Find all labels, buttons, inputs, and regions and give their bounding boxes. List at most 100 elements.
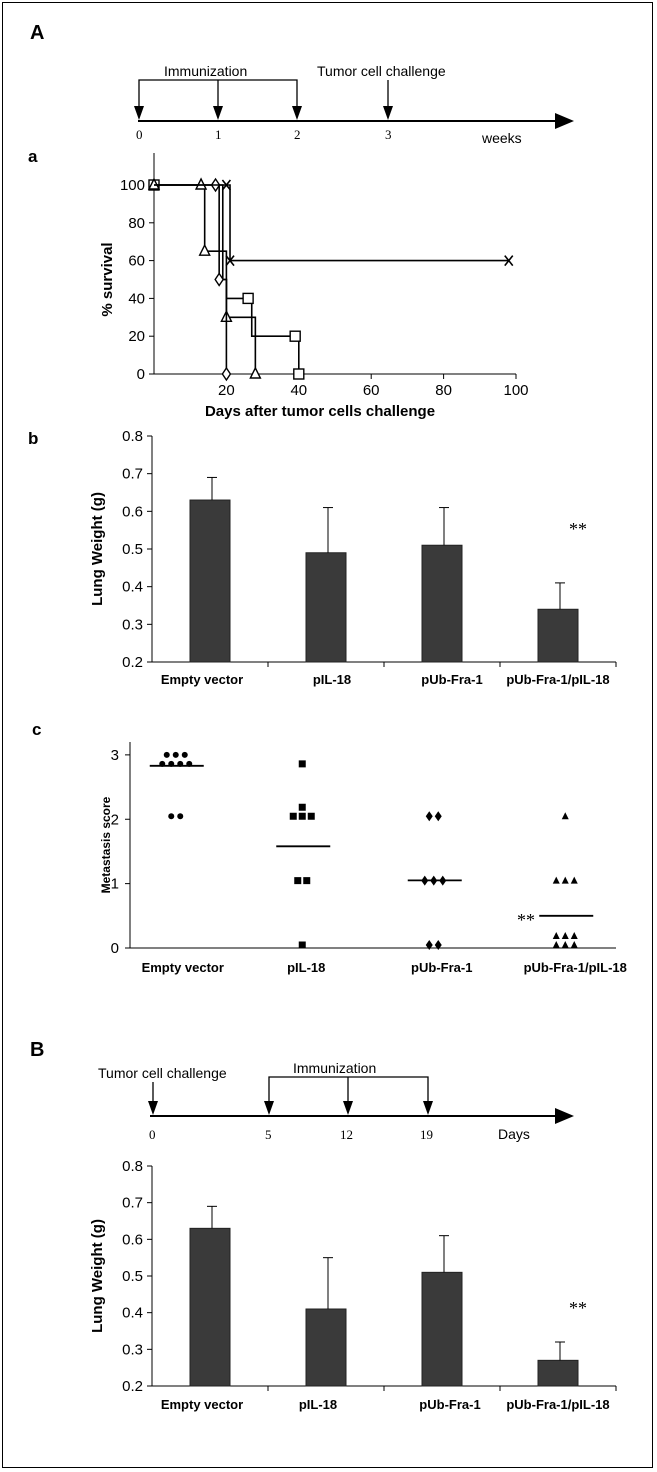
- timeline-B-tick-5: 5: [265, 1127, 272, 1142]
- score-point-circle: [172, 751, 179, 758]
- bar: [305, 1308, 347, 1387]
- timeline-A-label-challenge: Tumor cell challenge: [317, 63, 446, 79]
- y-tick-label: 0.5: [122, 1268, 143, 1285]
- category-label: Empty vector: [142, 960, 224, 975]
- survival-marker-diamond: [214, 272, 225, 287]
- panel-label-a: a: [28, 147, 38, 166]
- lung-weight-chart-b: 0.2 0.3 0.4 0.5 0.6 0.7 0.8 Empty vector pIL-18 p…: [89, 428, 617, 687]
- category-label: pIL-18: [287, 960, 325, 975]
- timeline-B: Tumor cell challenge Immunization 0 5 12…: [98, 1060, 574, 1142]
- timeline-A-tick-2: 2: [294, 127, 301, 142]
- y-axis-label: Lung Weight (g): [89, 1219, 106, 1333]
- bar: [189, 499, 231, 663]
- y-axis-label: Lung Weight (g): [89, 492, 106, 606]
- score-point-diamond: [434, 940, 442, 950]
- score-point-diamond: [425, 811, 433, 822]
- y-tick-label: 100: [120, 177, 145, 194]
- y-tick-label: 80: [128, 215, 145, 232]
- score-point-triangle: [570, 932, 578, 939]
- timeline-B-arrowhead: [555, 1108, 574, 1124]
- timeline-B-arrow-12: [343, 1101, 353, 1115]
- survival-marker-triangle: [147, 177, 161, 190]
- y-axis-label: % survival: [99, 242, 116, 316]
- survival-marker-x: [504, 255, 514, 267]
- y-tick-label: 60: [128, 253, 145, 270]
- bar: [305, 552, 347, 663]
- timeline-B-arrow-0: [148, 1101, 158, 1115]
- timeline-B-arrow-19: [423, 1101, 433, 1115]
- score-point-square: [307, 812, 315, 820]
- score-point-triangle: [570, 876, 578, 884]
- significance-annotation: **: [569, 1298, 587, 1318]
- score-point-circle: [168, 813, 175, 820]
- category-label: pUb-Fra-1: [411, 960, 472, 975]
- score-point-square: [298, 941, 306, 949]
- y-tick-label: 0: [111, 940, 119, 957]
- timeline-A-tick-0: 0: [136, 127, 143, 142]
- score-point-square: [298, 812, 306, 820]
- score-point-circle: [163, 751, 170, 758]
- bar: [189, 1227, 231, 1387]
- survival-marker-triangle: [198, 243, 211, 256]
- bar: [537, 608, 579, 663]
- score-point-triangle: [552, 941, 560, 948]
- score-point-triangle: [570, 941, 578, 948]
- category-label: Empty vector: [161, 1397, 243, 1412]
- bar: [421, 1271, 463, 1387]
- score-point-circle: [181, 751, 188, 758]
- y-tick-label: 0.6: [122, 503, 143, 520]
- survival-line-triangle: [154, 184, 257, 374]
- y-tick-label: 0.7: [122, 466, 143, 483]
- timeline-B-label-immunization: Immunization: [293, 1060, 376, 1076]
- y-tick-label: 0.4: [122, 579, 143, 596]
- y-tick-label: 0: [137, 366, 145, 383]
- score-point-triangle: [561, 876, 569, 884]
- timeline-B-tick-0: 0: [149, 1127, 156, 1142]
- score-point-diamond: [425, 940, 433, 950]
- survival-marker-triangle: [194, 177, 208, 190]
- y-tick-label: 0.4: [122, 1305, 143, 1322]
- category-label: pUb-Fra-1/pIL-18: [506, 672, 609, 687]
- y-tick-label: 0.8: [122, 428, 143, 445]
- timeline-A-tick-1: 1: [215, 127, 222, 142]
- survival-marker-x: [225, 255, 235, 267]
- score-point-square: [298, 760, 306, 768]
- score-point-triangle: [561, 812, 569, 820]
- y-tick-label: 0.8: [122, 1158, 143, 1175]
- bar: [421, 544, 463, 663]
- survival-line-x: [154, 184, 509, 262]
- timeline-A-arrow-2: [292, 106, 302, 120]
- category-label: Empty vector: [161, 672, 243, 687]
- panel-label-B: B: [30, 1039, 44, 1061]
- y-tick-label: 0.3: [122, 1341, 143, 1358]
- category-label: pUb-Fra-1/pIL-18: [506, 1397, 609, 1412]
- survival-marker-triangle: [249, 366, 262, 379]
- timeline-A-tick-3: 3: [385, 127, 392, 142]
- y-tick-label: 0.7: [122, 1195, 143, 1212]
- score-point-diamond: [434, 811, 442, 822]
- survival-chart: 0 20 40 60 80 100 20 40 60 80 100 Days after tumor …: [99, 153, 529, 420]
- survival-marker-x: [221, 179, 232, 191]
- significance-annotation: **: [569, 519, 587, 539]
- timeline-B-arrow-5: [264, 1101, 274, 1115]
- category-label: pUb-Fra-1: [421, 672, 482, 687]
- y-tick-label: 40: [128, 290, 145, 307]
- x-tick-label: 40: [290, 382, 307, 399]
- x-tick-label: 100: [503, 382, 528, 399]
- timeline-A-label-immunization: Immunization: [164, 63, 247, 79]
- survival-marker-square: [289, 330, 301, 342]
- score-point-triangle: [552, 932, 560, 939]
- survival-marker-diamond: [221, 366, 232, 382]
- timeline-B-label-challenge: Tumor cell challenge: [98, 1065, 227, 1081]
- lung-weight-chart-B: 0.2 0.3 0.4 0.5 0.6 0.7 0.8 Empty vector pIL-18 p…: [89, 1158, 617, 1412]
- timeline-B-tick-19: 19: [420, 1127, 433, 1142]
- timeline-A-unit: weeks: [481, 130, 522, 146]
- category-label: pIL-18: [313, 672, 351, 687]
- x-axis-label: Days after tumor cells challenge: [205, 403, 435, 420]
- panel-label-b: b: [28, 429, 38, 448]
- score-point-triangle: [561, 941, 569, 948]
- survival-marker-square: [242, 292, 254, 305]
- survival-marker-square: [293, 368, 305, 380]
- y-tick-label: 0.3: [122, 616, 143, 633]
